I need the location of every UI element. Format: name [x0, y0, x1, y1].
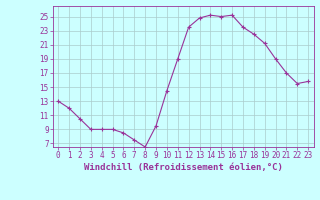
X-axis label: Windchill (Refroidissement éolien,°C): Windchill (Refroidissement éolien,°C)	[84, 163, 283, 172]
